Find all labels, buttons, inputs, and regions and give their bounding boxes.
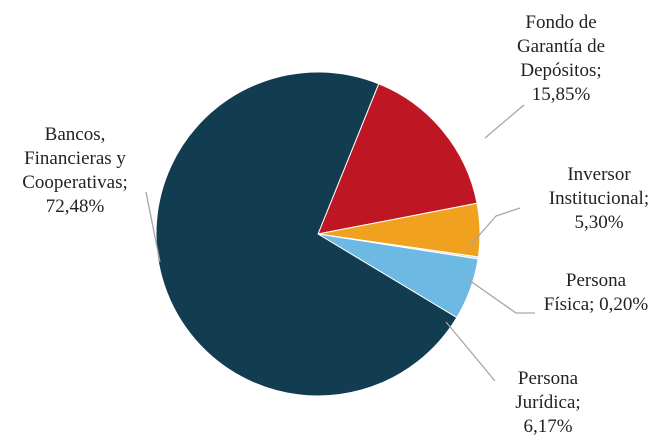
slice-bancos (155, 71, 458, 397)
slice-label-line: Jurídica; (515, 392, 580, 413)
slice-label-line: 15,85% (532, 84, 591, 105)
leader-lines (145, 104, 535, 382)
leader-line-inst (467, 207, 521, 249)
slice-fgd (317, 83, 478, 235)
pie-slices (155, 71, 481, 397)
leader-line-fisica (465, 277, 535, 314)
slice-label-line: 5,30% (574, 212, 623, 233)
slice-label-line: Financieras y (24, 148, 126, 169)
slice-label-fisica: Persona Física; 0,20% (544, 270, 649, 315)
slice-label-line: 6,17% (523, 416, 572, 437)
slice-label-fgd: Fondo de Garantía de Depósitos; 15,85% (517, 12, 605, 105)
slice-label-line: Garantía de (517, 36, 605, 57)
slice-label-line: Persona (566, 270, 627, 291)
slice-label-line: Cooperativas; (22, 172, 128, 193)
slice-labels: Fondo de Garantía de Depósitos; 15,85% Inver… (22, 12, 649, 437)
slice-label-bancos: Bancos, Financieras y Cooperativas; 72,48% (22, 124, 128, 217)
slice-label-line: 72,48% (46, 196, 105, 217)
slice-label-line: Institucional; (549, 188, 649, 209)
slice-label-line: Fondo de (525, 12, 596, 33)
leader-line-juridica (445, 321, 496, 382)
slice-label-line: Bancos, (45, 124, 106, 145)
leader-line-fgd (484, 104, 525, 139)
slice-label-line: Inversor (567, 164, 631, 185)
slice-label-inst: Inversor Institucional; 5,30% (549, 164, 649, 233)
leader-line-bancos (145, 191, 161, 263)
slice-label-line: Física; 0,20% (544, 294, 649, 315)
slice-label-juridica: Persona Jurídica; 6,17% (515, 368, 580, 437)
slice-label-line: Depósitos; (520, 60, 601, 81)
slice-label-line: Persona (518, 368, 579, 389)
